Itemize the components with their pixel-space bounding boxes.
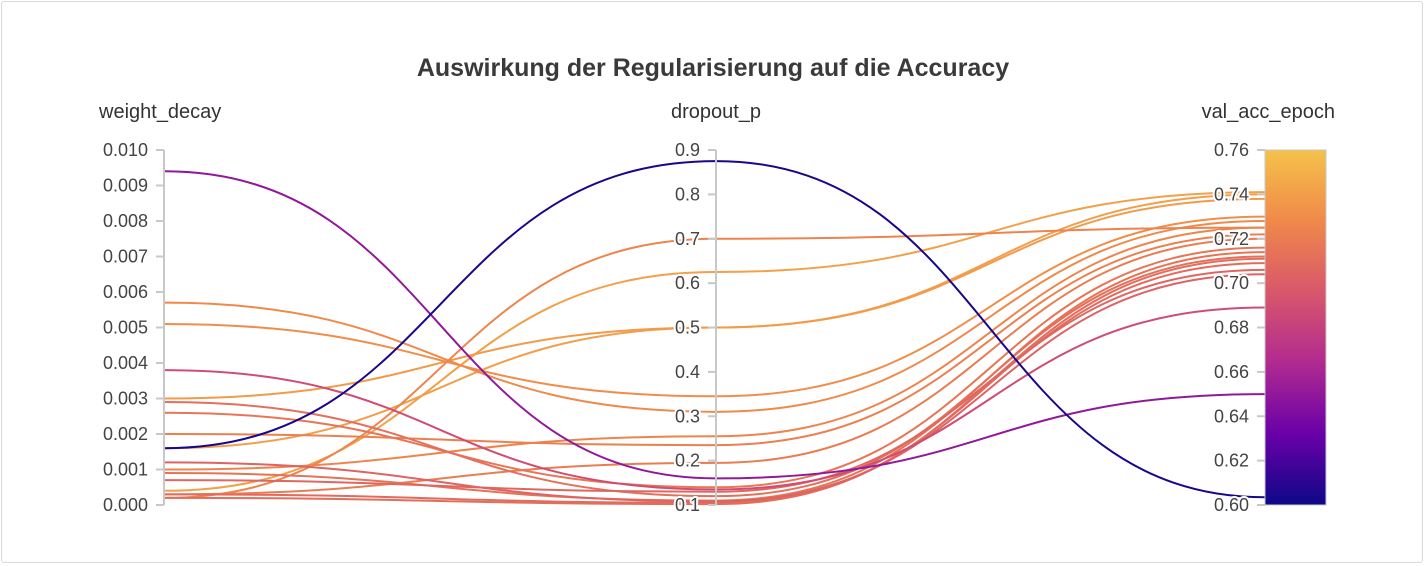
run-line[interactable]: [163, 220, 1266, 413]
tick-label: 0.005: [103, 318, 148, 338]
run-line[interactable]: [163, 257, 1266, 506]
run-line[interactable]: [163, 233, 1266, 447]
tick-label: 0.2: [675, 451, 700, 471]
tick-label: 0.9: [675, 140, 700, 160]
run-line[interactable]: [163, 226, 1266, 499]
tick-label: 0.62: [1214, 451, 1249, 471]
tick-label: 0.6: [675, 273, 700, 293]
run-line[interactable]: [163, 262, 1266, 504]
colorbar: [1264, 149, 1327, 506]
tick-label: 0.3: [675, 406, 700, 426]
axis-weight_decay[interactable]: weight_decay 0.000 0.001 0.002 0.003 0.004 0.0…: [98, 101, 221, 515]
axes: weight_decay 0.000 0.001 0.002 0.003 0.004 0.0…: [98, 101, 1335, 517]
tick-label: 0.66: [1214, 362, 1249, 382]
tick-label: 0.010: [103, 140, 148, 160]
run-line[interactable]: [163, 226, 1266, 471]
axis-label-weight_decay: weight_decay: [98, 101, 221, 123]
tick-label: 0.1: [675, 495, 700, 515]
axis-label-dropout_p: dropout_p: [671, 101, 761, 123]
axis-dropout_p[interactable]: dropout_p 0.1 0.2 0.3 0.4 0.5 0.6 0.7 0.8 0.9: [671, 101, 761, 517]
axis-val_acc_epoch[interactable]: val_acc_epoch 0.60 0.62 0.64 0.66 0.68 0.70 0.7…: [1202, 101, 1335, 517]
tick-label: 0.009: [103, 176, 148, 196]
axis-label-val_acc_epoch: val_acc_epoch: [1202, 101, 1335, 123]
tick-label: 0.002: [103, 424, 148, 444]
tick-label: 0.007: [103, 247, 148, 267]
run-line[interactable]: [163, 170, 1266, 480]
tick-label: 0.006: [103, 282, 148, 302]
tick-label: 0.4: [675, 362, 700, 382]
tick-label: 0.8: [675, 184, 700, 204]
tick-label: 0.70: [1214, 273, 1249, 293]
chart-title: Auswirkung der Regularisierung auf die A…: [417, 54, 1009, 82]
tick-label: 0.74: [1214, 184, 1249, 204]
tick-label: 0.7: [675, 229, 700, 249]
tick-label: 0.76: [1214, 140, 1249, 160]
run-line[interactable]: [163, 237, 1266, 496]
tick-label: 0.004: [103, 353, 148, 373]
tick-label: 0.72: [1214, 229, 1249, 249]
run-line[interactable]: [163, 255, 1266, 498]
tick-label: 0.003: [103, 389, 148, 409]
tick-label: 0.008: [103, 211, 148, 231]
tick-label: 0.001: [103, 460, 148, 480]
run-line[interactable]: [163, 160, 1266, 499]
run-lines: [163, 160, 1266, 506]
run-line[interactable]: [163, 273, 1266, 503]
run-line[interactable]: [163, 246, 1266, 489]
tick-label: 0.64: [1214, 406, 1249, 426]
run-line[interactable]: [163, 268, 1266, 493]
tick-label: 0.000: [103, 495, 148, 515]
tick-label: 0.5: [675, 318, 700, 338]
run-line[interactable]: [163, 193, 1266, 450]
tick-label: 0.60: [1214, 495, 1249, 515]
tick-label: 0.68: [1214, 318, 1249, 338]
